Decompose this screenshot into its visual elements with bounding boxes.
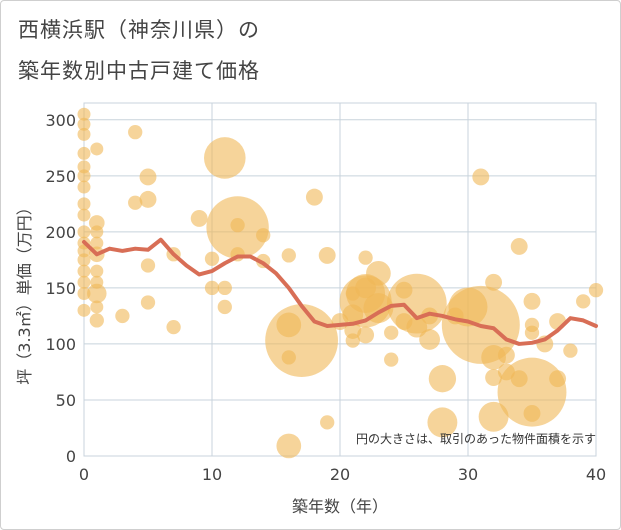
data-point [77,107,91,121]
data-point [77,180,91,194]
data-point [140,258,156,273]
data-point [90,142,104,156]
data-point [204,280,220,296]
data-point [77,253,91,267]
data-point [366,260,391,286]
x-tick-label: 30 [458,465,478,484]
data-point [128,195,143,210]
axes: 0 10 20 30 40 0 50 100 150 200 250 300 [45,111,606,484]
data-point [217,299,232,315]
data-point [115,308,130,324]
y-tick-label: 150 [45,279,76,298]
data-point [77,225,91,239]
data-point [523,292,541,310]
data-point [77,287,91,301]
data-point [345,333,360,348]
data-point [90,264,104,278]
average-line [82,237,598,346]
average-series-line [82,237,598,346]
data-point [140,295,156,310]
data-point [427,407,458,438]
y-tick-label: 50 [56,391,76,410]
data-point [563,343,578,358]
data-point [190,209,208,227]
data-point [478,401,509,432]
data-point [384,352,399,367]
data-point [358,250,373,265]
y-axis-label: 坪（3.3㎡）単価（万円） [15,199,34,384]
data-point [139,168,157,186]
data-point [357,326,375,344]
x-tick-label: 0 [79,465,89,484]
data-point [384,325,399,340]
data-point [90,236,104,250]
data-point [77,146,91,160]
data-point [281,248,296,263]
data-point [77,208,91,222]
data-point [472,168,490,186]
data-point [139,190,157,208]
data-point [320,415,335,430]
x-axis-label: 築年数（年） [292,497,388,516]
y-tick-label: 250 [45,167,76,186]
data-point [497,357,567,427]
data-point [230,217,245,233]
data-point [77,275,91,289]
data-point [217,280,232,296]
data-point [77,197,91,211]
data-point [485,369,503,387]
data-point [256,228,271,243]
data-point [305,188,323,206]
y-tick-label: 0 [66,447,76,466]
data-point [77,169,91,183]
data-point [204,251,220,266]
y-tick-label: 100 [45,335,76,354]
y-tick-label: 300 [45,111,76,130]
data-point [87,283,107,304]
chart-title-line-2: 築年数別中古戸建て価格 [18,59,260,83]
data-point [276,433,302,459]
data-point [204,137,246,179]
bubble-size-note: 円の大きさは、取引のあった物件面積を示す [356,431,596,446]
data-point [406,316,428,338]
data-point [523,404,541,422]
data-point [576,294,591,309]
data-point [77,160,91,174]
x-tick-label: 40 [586,465,606,484]
data-point [428,365,457,393]
y-tick-label: 200 [45,223,76,242]
data-point [510,237,528,255]
x-tick-label: 20 [330,465,350,484]
data-point [77,303,91,317]
data-point [90,225,104,239]
data-point [485,273,503,291]
data-point [77,127,91,141]
data-point [588,282,604,298]
data-point [90,300,104,314]
data-point [265,304,338,377]
data-point [128,124,143,140]
x-tick-label: 10 [202,465,222,484]
data-point [77,264,91,278]
data-point [419,329,440,350]
data-point [524,325,540,340]
data-point [497,346,515,364]
data-point [89,313,104,328]
data-point [318,246,336,264]
chart-title-line-1: 西横浜駅（神奈川県）の [18,18,260,42]
data-point [549,370,567,388]
data-point [166,319,181,335]
data-point [344,322,362,339]
data-point [77,117,91,131]
data-point [421,307,439,325]
